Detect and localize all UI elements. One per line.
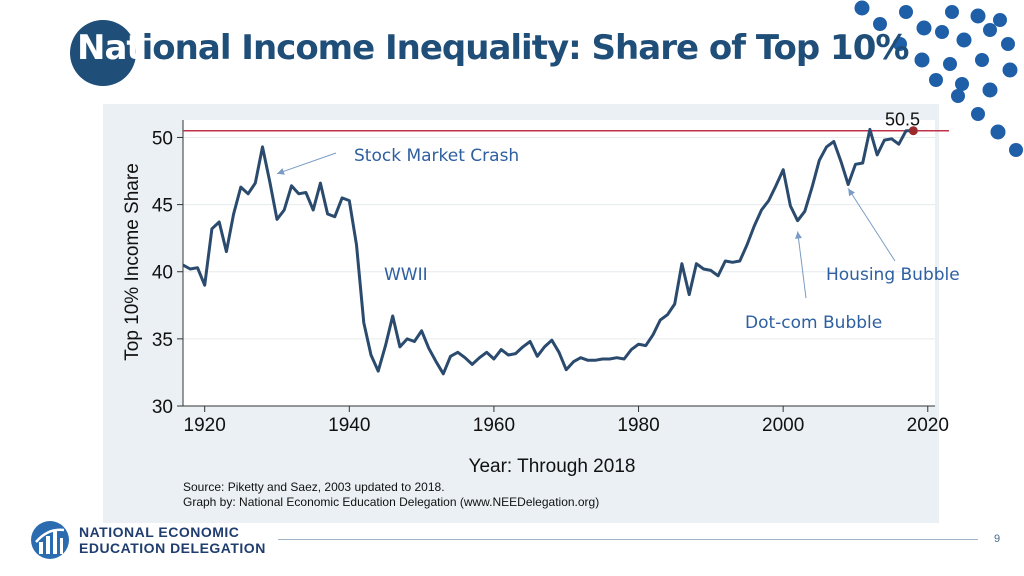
decorative-dot [943,57,957,71]
decorative-dot [1002,62,1018,78]
decorative-dot [873,17,887,31]
title-accent-circle [70,20,136,86]
annotation-wwii: WWII [384,265,428,285]
decorative-dot [993,13,1007,27]
y-tick-label: 45 [152,196,173,217]
decorative-dot [951,89,965,103]
decorative-dot [929,73,943,87]
reference-line-label: 50.5 [885,110,920,130]
decorative-dot [1001,37,1015,51]
chart-source: Source: Piketty and Saez, 2003 updated t… [183,480,599,510]
footer-divider [278,539,978,540]
decorative-dot [956,32,972,48]
annotation-housing-bubble: Housing Bubble [826,265,960,285]
x-axis-title: Year: Through 2018 [469,456,636,477]
y-tick-label: 30 [152,397,173,418]
arrow-housing-bubble-head [848,188,855,197]
decorative-dot [1009,143,1023,157]
y-axis-title: Top 10% Income Share [122,163,143,361]
series-line [182,127,914,376]
decorative-dot [983,23,997,37]
title-text: ional Income Inequality: Share of Top 10… [141,28,910,68]
decorative-dot [854,0,870,16]
x-tick-label: 2020 [907,415,949,436]
decorative-dot [916,20,932,36]
decorative-dot [975,53,989,67]
org-name-line1: NATIONAL ECONOMIC [79,524,240,540]
y-tick-label: 35 [152,330,173,351]
arrow-stock-market-crash-head [277,168,285,175]
x-tick-label: 1920 [184,415,226,436]
y-tick-label: 40 [152,263,173,284]
decorative-dot [990,124,1006,140]
decorative-dot [955,77,969,91]
annotation-stock-market-crash: Stock Market Crash [354,146,520,166]
y-tick-label: 50 [152,128,173,149]
decorative-dot [935,25,949,39]
page-number: 9 [994,533,1001,545]
decorative-dot [914,52,930,68]
decorative-dot [945,5,959,19]
x-tick-label: 1980 [617,415,659,436]
title-highlight: Nat [77,28,143,68]
annotation-dot-com-bubble: Dot-com Bubble [745,313,883,333]
arrow-housing-bubble [847,188,896,262]
need-logo-icon [31,521,69,559]
source-line: Source: Piketty and Saez, 2003 updated t… [183,480,445,494]
x-tick-label: 1940 [328,415,370,436]
arrow-dot-com-bubble [797,231,807,299]
arrow-stock-market-crash [276,152,337,175]
decorative-dot [970,8,986,24]
decorative-dot [971,107,985,121]
decorative-dot-pattern [854,0,1023,157]
x-tick-label: 2000 [762,415,804,436]
x-tick-label: 1960 [473,415,515,436]
endpoint-marker [908,126,918,136]
decorative-dot [899,5,913,19]
org-name-line2: EDUCATION DELEGATION [79,540,266,556]
decorative-dot [982,82,998,98]
arrow-dot-com-bubble-head [795,231,802,239]
plot-area [183,120,935,406]
decorative-dot [893,37,907,51]
graph-credit-line: Graph by: National Economic Education De… [183,495,600,509]
page-title: National Income Inequality: Share of Top… [77,28,910,68]
